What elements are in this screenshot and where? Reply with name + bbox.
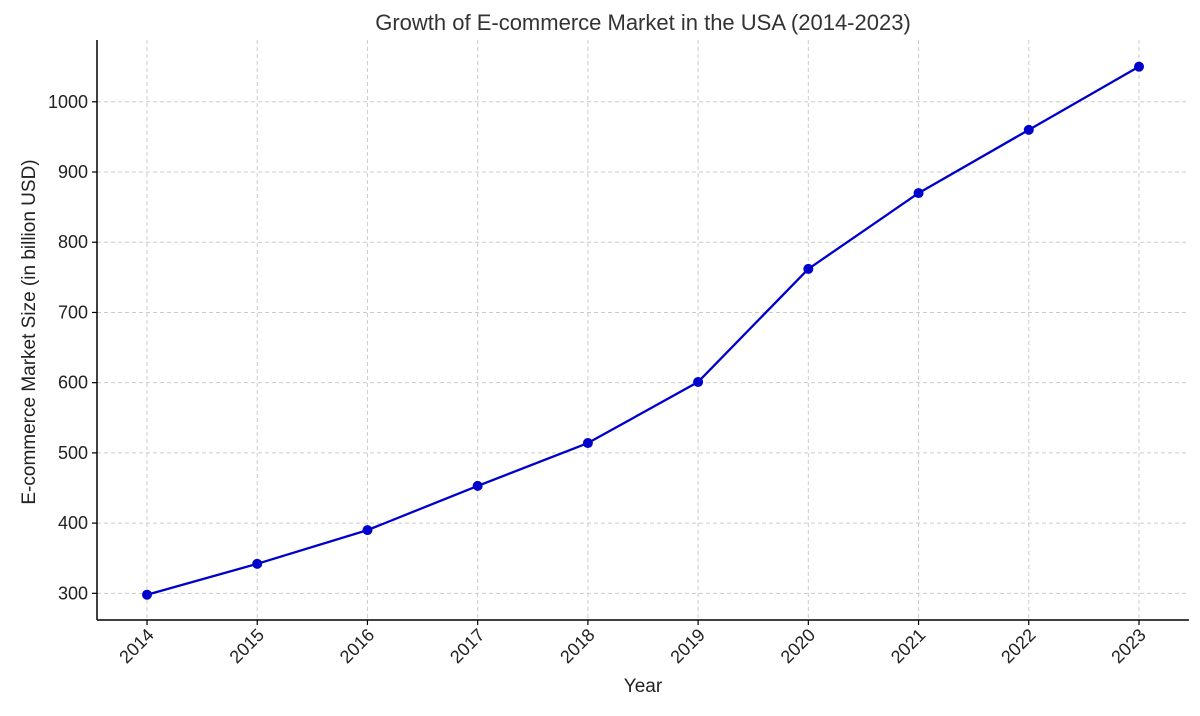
series-layer [142, 61, 1144, 600]
x-tick-label: 2014 [115, 625, 157, 667]
y-tick-label: 800 [58, 232, 88, 252]
y-tick-label: 600 [58, 373, 88, 393]
data-point [913, 188, 924, 199]
y-tick-label: 500 [58, 443, 88, 463]
data-point [362, 525, 373, 536]
data-point [693, 376, 704, 387]
x-tick-label: 2019 [666, 625, 708, 667]
y-tick-label: 400 [58, 513, 88, 533]
y-tick-label: 900 [58, 162, 88, 182]
y-axis-label: E-commerce Market Size (in billion USD) [19, 159, 40, 504]
y-tick-label: 700 [58, 302, 88, 322]
x-tick-label: 2015 [226, 625, 268, 667]
x-tick-label: 2020 [777, 625, 819, 667]
data-point [1023, 124, 1034, 135]
x-tick-label: 2016 [336, 625, 378, 667]
axes [92, 40, 1189, 625]
x-axis-label: Year [624, 676, 663, 697]
data-point [803, 263, 814, 274]
data-point [1134, 61, 1144, 72]
data-point [582, 438, 593, 449]
x-tick-label: 2023 [1107, 625, 1149, 667]
y-tick-label: 1000 [48, 92, 88, 112]
data-point [142, 589, 152, 600]
chart-title: Growth of E-commerce Market in the USA (… [375, 10, 911, 35]
data-point [472, 480, 483, 491]
tick-labels: 300 400 500 600 700 800 900 1000 2014 2015 2016 201… [48, 92, 1150, 667]
y-tick-label: 300 [58, 583, 88, 603]
x-tick-label: 2017 [446, 625, 488, 667]
x-tick-label: 2021 [887, 625, 929, 667]
data-point [252, 558, 263, 569]
series-line [146, 65, 1140, 596]
x-tick-label: 2018 [556, 625, 598, 667]
x-tick-label: 2022 [997, 625, 1039, 667]
grid [97, 40, 1189, 620]
